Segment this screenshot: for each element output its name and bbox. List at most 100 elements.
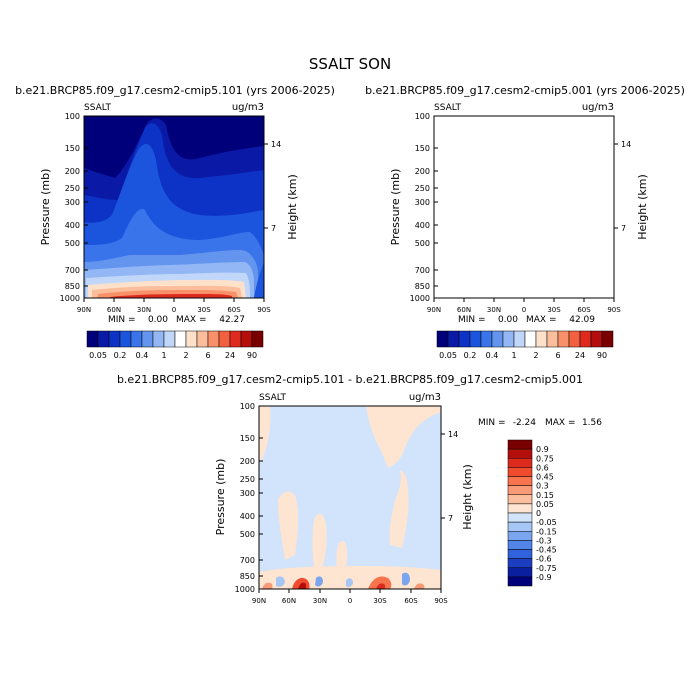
- diff-band-negative: [402, 572, 410, 586]
- panel-left-units-label: ug/m3: [232, 102, 264, 113]
- colorbar-swatch: [218, 330, 231, 348]
- panel-right-y-ticks: 100 150 200 250 300 400 500 700 850 1000: [410, 112, 430, 303]
- colorbar-swatch: [97, 330, 110, 348]
- colorbar-label: 0.05: [89, 351, 107, 360]
- pressure-tick-label: 500: [415, 239, 430, 248]
- pressure-tick-label: 400: [415, 221, 430, 230]
- panel-diff-y-ticks: 100 150 200 250 300 400 500 700 850 1000: [235, 402, 255, 594]
- colorbar-swatch: [108, 330, 121, 348]
- diff-band-positive-high: [368, 576, 392, 589]
- colorbar-label: -0.05: [536, 518, 557, 527]
- colorbar-swatch: [86, 330, 99, 348]
- min-label: MIN =: [458, 315, 486, 325]
- pressure-tick-label: 150: [240, 434, 255, 443]
- colorbar-swatch: [507, 476, 533, 486]
- panel-right-colorbar: 0.05 0.2 0.4 1 2 6 24 90: [436, 330, 614, 360]
- max-label: MAX =: [526, 315, 557, 325]
- panel-right: b.e21.BRCP85.f09_g17.cesm2-cmip5.001 (yr…: [365, 84, 685, 360]
- contour-band-9: [438, 280, 596, 298]
- lat-tick-label: 60S: [404, 597, 418, 605]
- colorbar-swatch: [507, 503, 533, 514]
- colorbar-swatch: [469, 330, 482, 348]
- panel-diff-colorbar: 0.90.750.60.450.30.150.050-0.05-0.15-0.3…: [507, 439, 557, 587]
- min-value: -2.24: [513, 418, 537, 428]
- colorbar-swatch: [507, 494, 533, 505]
- colorbar-label: 0.6: [536, 463, 549, 472]
- colorbar-label: 0.4: [486, 351, 499, 360]
- diff-band-positive: [312, 513, 327, 568]
- contour-band-12: [110, 294, 232, 298]
- panel-diff-units-label: ug/m3: [409, 392, 441, 403]
- colorbar-swatch: [535, 330, 548, 348]
- colorbar-label: 0.05: [439, 351, 457, 360]
- diff-band-positive-high: [262, 582, 273, 589]
- panel-right-ylabel-right: Height (km): [636, 174, 649, 240]
- pressure-tick-label: 700: [240, 556, 255, 565]
- colorbar-label: 90: [247, 351, 257, 360]
- pressure-tick-label: 850: [240, 572, 255, 581]
- colorbar-swatch: [163, 330, 176, 348]
- colorbar-label: 90: [597, 351, 607, 360]
- panel-left-tick-marks: [83, 115, 268, 302]
- diff-band-positive-high: [376, 583, 385, 589]
- colorbar-swatch: [507, 467, 533, 477]
- colorbar-label: 1: [161, 351, 166, 360]
- pressure-tick-label: 200: [65, 167, 80, 176]
- pressure-tick-label: 400: [65, 221, 80, 230]
- pressure-tick-label: 150: [415, 144, 430, 153]
- pressure-tick-label: 300: [415, 198, 430, 207]
- min-value: 0.00: [498, 315, 518, 325]
- colorbar-swatch: [507, 558, 533, 568]
- max-label: MAX =: [545, 418, 576, 428]
- panel-diff-case-label: b.e21.BRCP85.f09_g17.cesm2-cmip5.101 - b…: [117, 373, 583, 386]
- colorbar-swatch: [196, 330, 209, 348]
- pressure-tick-label: 500: [65, 239, 80, 248]
- panel-diff-field: [259, 406, 441, 589]
- colorbar-swatch: [207, 330, 220, 348]
- colorbar-label: 2: [533, 351, 538, 360]
- lat-tick-label: 60N: [282, 597, 296, 605]
- panel-right-frame: [433, 115, 615, 299]
- panel-diff-ylabel-right: Height (km): [461, 464, 474, 530]
- colorbar-swatch: [568, 330, 581, 348]
- lat-tick-label: 0: [522, 306, 526, 314]
- panel-left-var-label: SSALT: [84, 103, 112, 113]
- panel-left-y-ticks: 100 150 200 250 300 400 500 700 850 1000: [60, 112, 80, 303]
- colorbar-swatch: [507, 439, 533, 450]
- panel-right-height-tick: 14: [621, 140, 631, 149]
- panel-left-minmax: MIN = 0.00 MAX = 42.27: [108, 315, 245, 325]
- contour-band-13: [254, 262, 264, 298]
- colorbar-swatch: [458, 330, 471, 348]
- panel-right-x-ticks: 90N 60N 30N 0 30S 60S 90S: [427, 306, 621, 314]
- diff-band-positive: [278, 491, 299, 560]
- panel-left-height-tick: 14: [271, 140, 281, 149]
- figure-title: SSALT SON: [309, 55, 391, 73]
- colorbar-label: -0.75: [536, 564, 557, 573]
- diff-band-positive-high: [298, 582, 306, 589]
- lat-tick-label: 90S: [607, 306, 621, 314]
- colorbar-label: -0.3: [536, 536, 552, 545]
- contour-band-12: [460, 294, 582, 298]
- panel-right-tick-marks: [433, 115, 618, 302]
- diff-band-positive: [259, 406, 271, 462]
- panel-left-x-ticks: 90N 60N 30N 0 30S 60S 90S: [77, 306, 271, 314]
- colorbar-label: 0.2: [114, 351, 127, 360]
- lat-tick-label: 90N: [427, 306, 441, 314]
- colorbar-swatch: [436, 330, 449, 348]
- panel-right-minmax: MIN = 0.00 MAX = 42.09: [458, 315, 595, 325]
- panel-diff-var-label: SSALT: [259, 393, 287, 403]
- colorbar-swatch: [557, 330, 570, 348]
- pressure-tick-label: 400: [240, 512, 255, 521]
- lat-tick-label: 0: [348, 597, 352, 605]
- pressure-tick-label: 100: [65, 112, 80, 121]
- colorbar-label: 0.3: [536, 482, 549, 491]
- lat-tick-label: 30N: [313, 597, 327, 605]
- colorbar-swatch: [546, 330, 559, 348]
- colorbar-label: -0.45: [536, 546, 557, 555]
- colorbar-swatch: [507, 531, 533, 541]
- max-label: MAX =: [176, 315, 207, 325]
- lat-tick-label: 60N: [457, 306, 471, 314]
- diff-band-negative: [346, 578, 353, 587]
- colorbar-label: 2: [183, 351, 188, 360]
